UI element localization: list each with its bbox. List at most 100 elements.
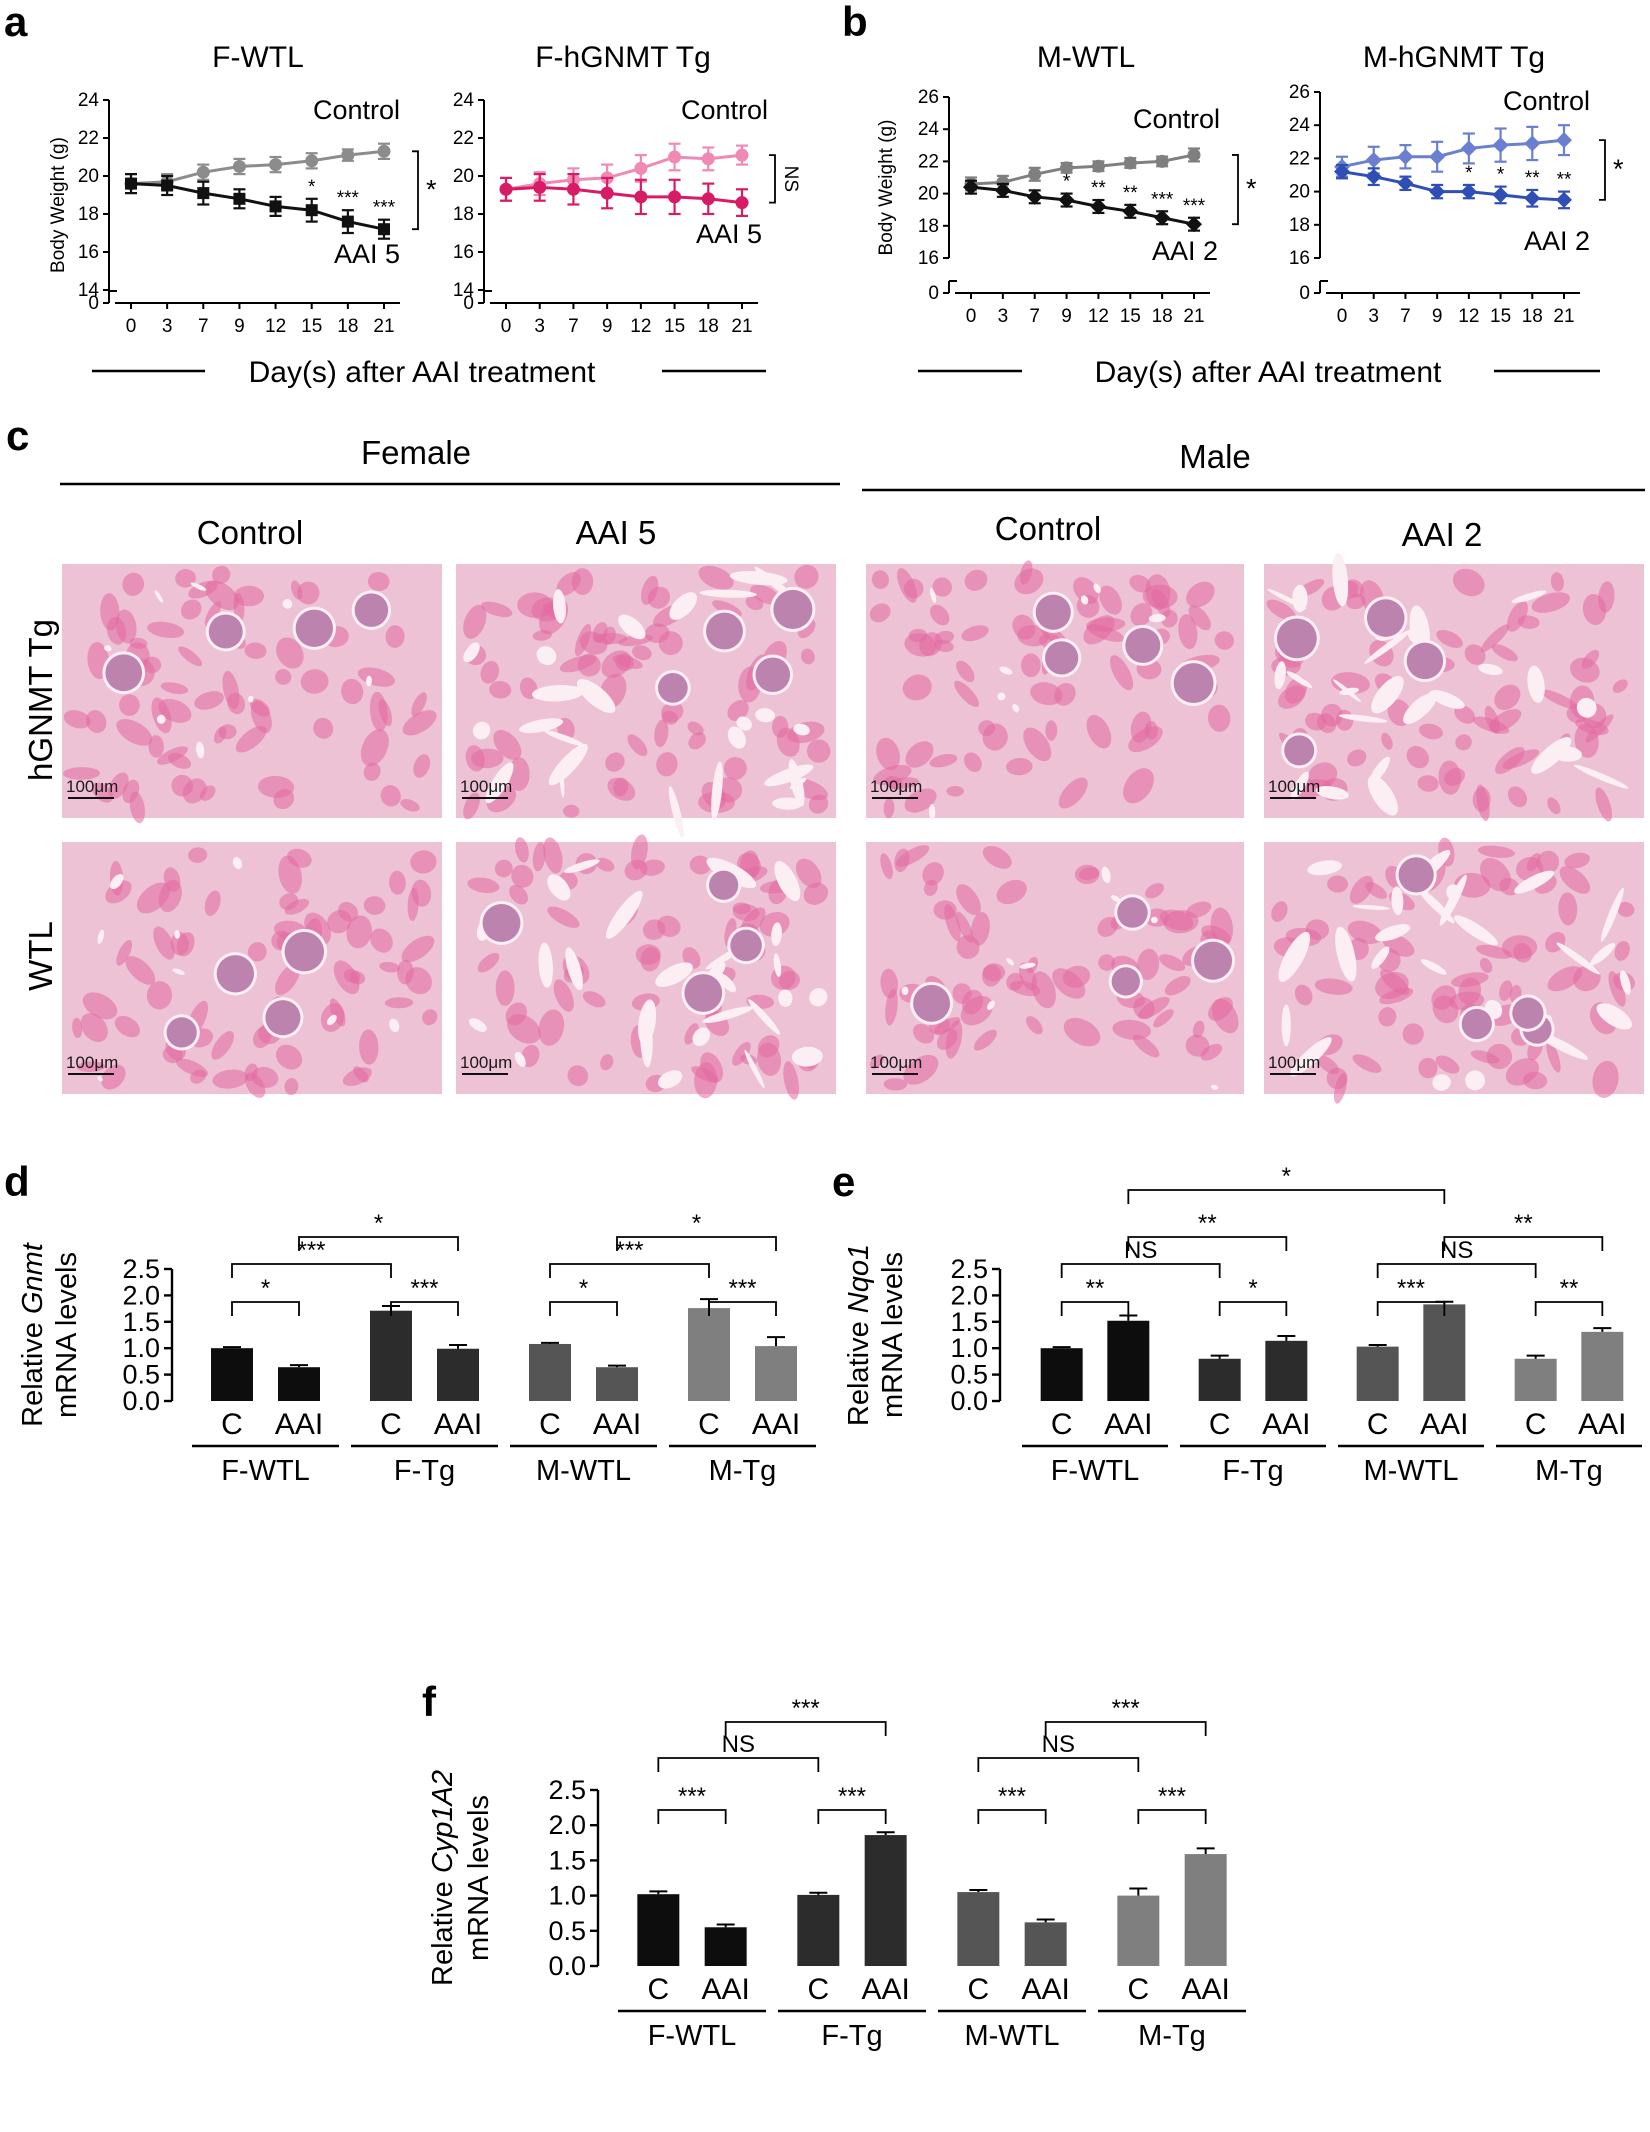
tubule <box>567 1065 589 1087</box>
tubule <box>1612 679 1628 693</box>
lumen <box>1527 665 1545 703</box>
glomerulus <box>1512 997 1544 1029</box>
tubule <box>1505 1058 1540 1086</box>
significance-bracket <box>231 1263 392 1278</box>
lumen <box>999 666 1013 675</box>
data-point <box>1091 159 1105 173</box>
tubule <box>119 694 140 716</box>
scale-bar-label: 100μm <box>460 1053 512 1072</box>
lumen <box>1278 931 1311 982</box>
data-point <box>1397 175 1414 192</box>
significance-bracket <box>657 1757 820 1772</box>
lumen <box>156 714 166 724</box>
category-label: C <box>1367 1408 1389 1441</box>
tubule <box>410 850 437 874</box>
tubule <box>929 753 958 768</box>
y-tick-label: 1.0 <box>548 1881 586 1911</box>
panel-letter-b: b <box>842 0 868 45</box>
tubule <box>1595 787 1613 822</box>
tubule <box>1188 605 1211 631</box>
glomerulus <box>709 870 739 900</box>
tubule <box>1012 614 1036 640</box>
category-label: AAI <box>275 1408 323 1441</box>
lumen <box>1364 629 1412 664</box>
significance-star: ** <box>1557 170 1572 191</box>
tubule <box>342 1067 372 1087</box>
tubule <box>698 565 734 590</box>
x-axis-label-a: Day(s) after AAI treatment <box>249 356 596 389</box>
data-point <box>341 215 354 228</box>
glomerulus <box>1406 642 1444 680</box>
data-point <box>1187 148 1201 162</box>
tubule <box>1266 599 1297 621</box>
tubule <box>1020 653 1041 678</box>
tubule <box>85 710 107 733</box>
y-tick-label: 0 <box>928 283 939 304</box>
bar <box>596 1367 638 1401</box>
lumen <box>1596 1003 1632 1030</box>
chart-cyp1a2: 0.0 0.5 1.0 1.5 2.0 2.5 Relative Cyp1A2 mRNA le… <box>427 1695 1246 2052</box>
tubule <box>1526 853 1541 872</box>
tubule <box>212 565 231 584</box>
bar <box>1198 1358 1241 1401</box>
tubule <box>204 601 222 627</box>
tubule <box>1592 1060 1619 1098</box>
bar <box>797 1894 840 1966</box>
tubule <box>1078 867 1100 880</box>
tubule <box>1010 980 1041 997</box>
bar <box>704 1927 747 1966</box>
y-tick-label: 14 <box>78 280 100 301</box>
tubule <box>233 585 265 607</box>
tubule <box>101 1064 126 1090</box>
x-tick-label: 12 <box>265 316 286 337</box>
tubule <box>1045 720 1058 741</box>
tubule <box>369 691 388 732</box>
significance-label: *** <box>678 1783 706 1810</box>
data-point <box>1060 161 1074 175</box>
tubule <box>745 595 764 611</box>
lumen <box>1600 887 1624 942</box>
tubule <box>981 964 1001 987</box>
lumen <box>1093 583 1101 594</box>
glomerulus <box>1173 663 1214 704</box>
lumen <box>1590 942 1616 966</box>
category-label: C <box>1127 1973 1149 2006</box>
tubule <box>175 1058 209 1078</box>
lumen <box>1453 915 1498 946</box>
tubule <box>757 1035 780 1058</box>
tubule <box>495 970 515 1006</box>
lumen <box>110 874 124 890</box>
lumen <box>1551 746 1582 762</box>
tubule <box>978 720 995 737</box>
bar <box>864 1835 907 1966</box>
category-label: C <box>221 1408 243 1441</box>
tubule <box>313 717 334 739</box>
tubule <box>1455 734 1472 751</box>
tubule <box>1294 984 1313 1006</box>
y-tick-label: 0 <box>463 293 474 314</box>
y-axis-label: Body Weight (g) <box>48 137 69 273</box>
data-point <box>533 180 547 194</box>
tubule <box>175 569 196 588</box>
y-axis-label-prefix: Relative <box>427 1873 459 1986</box>
tubule <box>1345 579 1364 598</box>
tubule <box>122 572 145 596</box>
tubule <box>795 858 822 888</box>
tubule <box>1379 987 1414 1005</box>
chart-nqo1: 0.00.51.01.52.02.5 Relative Nqo1 mRNA leve… <box>843 1163 1642 1487</box>
group-label: M-WTL <box>536 1455 631 1487</box>
bar <box>1581 1331 1624 1401</box>
data-point <box>1123 156 1137 170</box>
tubule <box>341 678 364 705</box>
tubule <box>1541 689 1578 710</box>
data-point <box>1154 209 1171 226</box>
tubule <box>509 884 529 905</box>
lumen <box>702 1006 754 1024</box>
tubule <box>1352 1054 1382 1073</box>
tubule <box>982 845 1012 869</box>
data-point <box>125 177 137 190</box>
significance-star: *** <box>337 188 360 209</box>
tubule <box>1479 957 1493 974</box>
category-label: C <box>1051 1408 1073 1441</box>
